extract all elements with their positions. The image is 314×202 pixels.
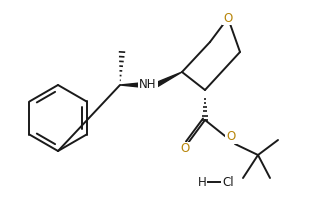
Text: Cl: Cl xyxy=(222,176,234,188)
Text: O: O xyxy=(226,130,236,143)
Polygon shape xyxy=(155,72,182,87)
Text: O: O xyxy=(180,142,190,156)
Polygon shape xyxy=(120,83,142,87)
Text: NH: NH xyxy=(139,79,157,92)
Text: O: O xyxy=(223,12,233,24)
Text: H: H xyxy=(198,176,206,188)
